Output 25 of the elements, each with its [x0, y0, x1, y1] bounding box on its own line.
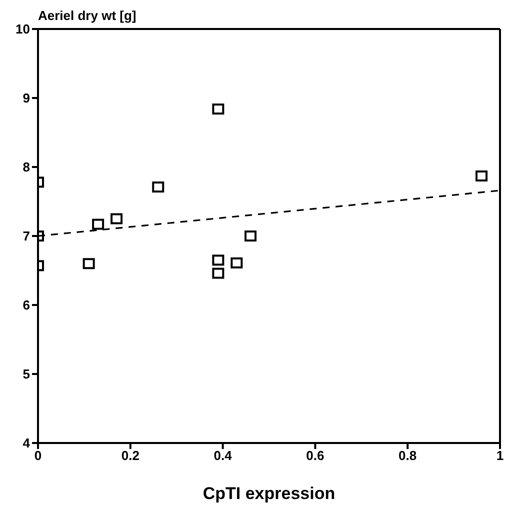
- y-tick-label: 9: [22, 90, 30, 106]
- y-tick-label: 8: [22, 160, 30, 175]
- y-tick-label: 6: [22, 298, 30, 313]
- point: [230, 257, 243, 268]
- point: [212, 104, 224, 115]
- x-tick-label: 0: [34, 448, 42, 464]
- x-tick-label: 0.8: [398, 448, 417, 464]
- point: [110, 213, 123, 224]
- point: [92, 218, 104, 230]
- y-tick-label: 5: [22, 366, 30, 382]
- point: [212, 268, 224, 279]
- point: [476, 170, 488, 182]
- point: [82, 258, 95, 270]
- y-tick-label: 10: [16, 22, 30, 37]
- x-axis-title: CpTI expression: [202, 484, 336, 503]
- y-axis-title: Aeriel dry wt [g]: [38, 8, 136, 23]
- x-tick-label: 0.6: [306, 448, 324, 464]
- point: [152, 182, 164, 193]
- x-tick-label: 1: [496, 448, 504, 464]
- point: [212, 254, 224, 266]
- point: [244, 230, 257, 242]
- x-tick-label: 0.4: [214, 448, 233, 464]
- x-tick-label: 0.2: [121, 448, 140, 464]
- y-tick-label: 7: [22, 228, 30, 244]
- y-tick-label: 4: [22, 436, 31, 451]
